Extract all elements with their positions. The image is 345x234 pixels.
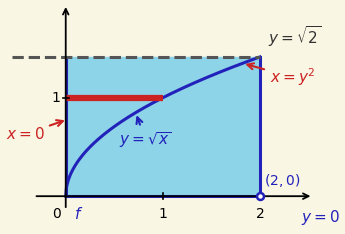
- Text: 1: 1: [158, 207, 167, 221]
- Text: $y = 0$: $y = 0$: [301, 208, 339, 227]
- Text: 0: 0: [52, 207, 61, 221]
- Text: $y = \sqrt{2}$: $y = \sqrt{2}$: [268, 24, 321, 49]
- Text: $x = 0$: $x = 0$: [6, 120, 63, 142]
- Text: 2: 2: [256, 207, 264, 221]
- Text: $y = \sqrt{x}$: $y = \sqrt{x}$: [119, 117, 172, 150]
- Text: $x = y^2$: $x = y^2$: [247, 63, 315, 88]
- Text: $(2, 0)$: $(2, 0)$: [264, 172, 300, 189]
- Text: f: f: [75, 207, 80, 222]
- Text: 1: 1: [51, 91, 60, 105]
